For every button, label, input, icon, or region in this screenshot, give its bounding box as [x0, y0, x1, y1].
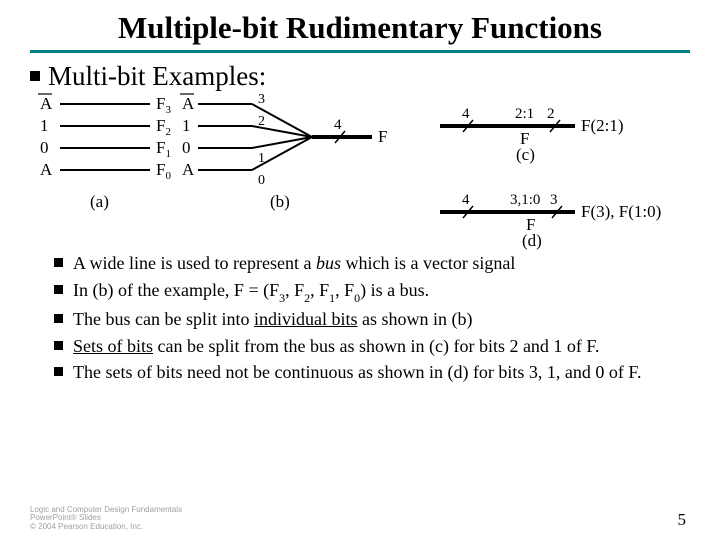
svg-text:F1: F1	[156, 138, 171, 160]
diagram-svg: AF31F20F1AF0(a) A31201A04F(b) 422:1F(2:1…	[30, 92, 690, 267]
svg-text:F(3), F(1:0): F(3), F(1:0)	[581, 202, 661, 221]
svg-text:3,1:0: 3,1:0	[510, 192, 540, 208]
svg-text:1: 1	[182, 116, 191, 135]
svg-text:4: 4	[334, 117, 342, 133]
svg-text:1: 1	[40, 116, 49, 135]
svg-text:F: F	[378, 127, 387, 146]
diagram-area: AF31F20F1AF0(a) A31201A04F(b) 422:1F(2:1…	[30, 92, 690, 252]
svg-text:0: 0	[182, 138, 191, 157]
svg-text:(d): (d)	[522, 231, 542, 250]
svg-text:2:1: 2:1	[515, 106, 534, 122]
svg-text:A: A	[182, 160, 195, 179]
bullet-list: A wide line is used to represent a bus w…	[54, 252, 690, 384]
subheading-text: Multi-bit Examples:	[48, 61, 266, 92]
slide-root: Multiple-bit Rudimentary Functions Multi…	[0, 0, 720, 540]
bullet-square-icon	[54, 285, 63, 294]
svg-text:F(2:1): F(2:1)	[581, 116, 624, 135]
title-divider	[30, 50, 690, 53]
bullet-square-icon	[54, 314, 63, 323]
bullet-text: The bus can be split into individual bit…	[73, 308, 472, 331]
svg-text:(b): (b)	[270, 192, 290, 211]
slide-title: Multiple-bit Rudimentary Functions	[30, 10, 690, 46]
svg-text:F3: F3	[156, 94, 171, 116]
bullet-square-icon	[54, 341, 63, 350]
svg-text:4: 4	[462, 192, 470, 208]
svg-text:0: 0	[258, 173, 265, 188]
bullet-text: In (b) of the example, F = (F3, F2, F1, …	[73, 279, 429, 305]
footer-line3: © 2004 Pearson Education, Inc.	[30, 523, 182, 532]
footer-credits: Logic and Computer Design Fundamentals P…	[30, 506, 182, 532]
svg-text:A: A	[40, 94, 53, 113]
svg-text:0: 0	[40, 138, 49, 157]
svg-text:A: A	[40, 160, 53, 179]
bullet-item: Sets of bits can be split from the bus a…	[54, 335, 690, 358]
bullet-text: Sets of bits can be split from the bus a…	[73, 335, 600, 358]
svg-text:A: A	[182, 94, 195, 113]
bullet-item: The sets of bits need not be continuous …	[54, 361, 690, 384]
svg-text:3: 3	[550, 192, 558, 208]
bullet-square-icon	[30, 71, 40, 81]
svg-text:(c): (c)	[516, 145, 535, 164]
page-number: 5	[678, 510, 687, 530]
svg-text:4: 4	[462, 106, 470, 122]
svg-text:2: 2	[258, 114, 265, 129]
svg-text:F0: F0	[156, 160, 171, 182]
bullet-square-icon	[54, 367, 63, 376]
bullet-text: The sets of bits need not be continuous …	[73, 361, 642, 384]
svg-text:2: 2	[547, 106, 555, 122]
bullet-item: In (b) of the example, F = (F3, F2, F1, …	[54, 279, 690, 305]
svg-text:3: 3	[258, 92, 265, 107]
subheading-row: Multi-bit Examples:	[30, 61, 690, 92]
svg-text:(a): (a)	[90, 192, 109, 211]
svg-text:F2: F2	[156, 116, 171, 138]
bullet-item: The bus can be split into individual bit…	[54, 308, 690, 331]
